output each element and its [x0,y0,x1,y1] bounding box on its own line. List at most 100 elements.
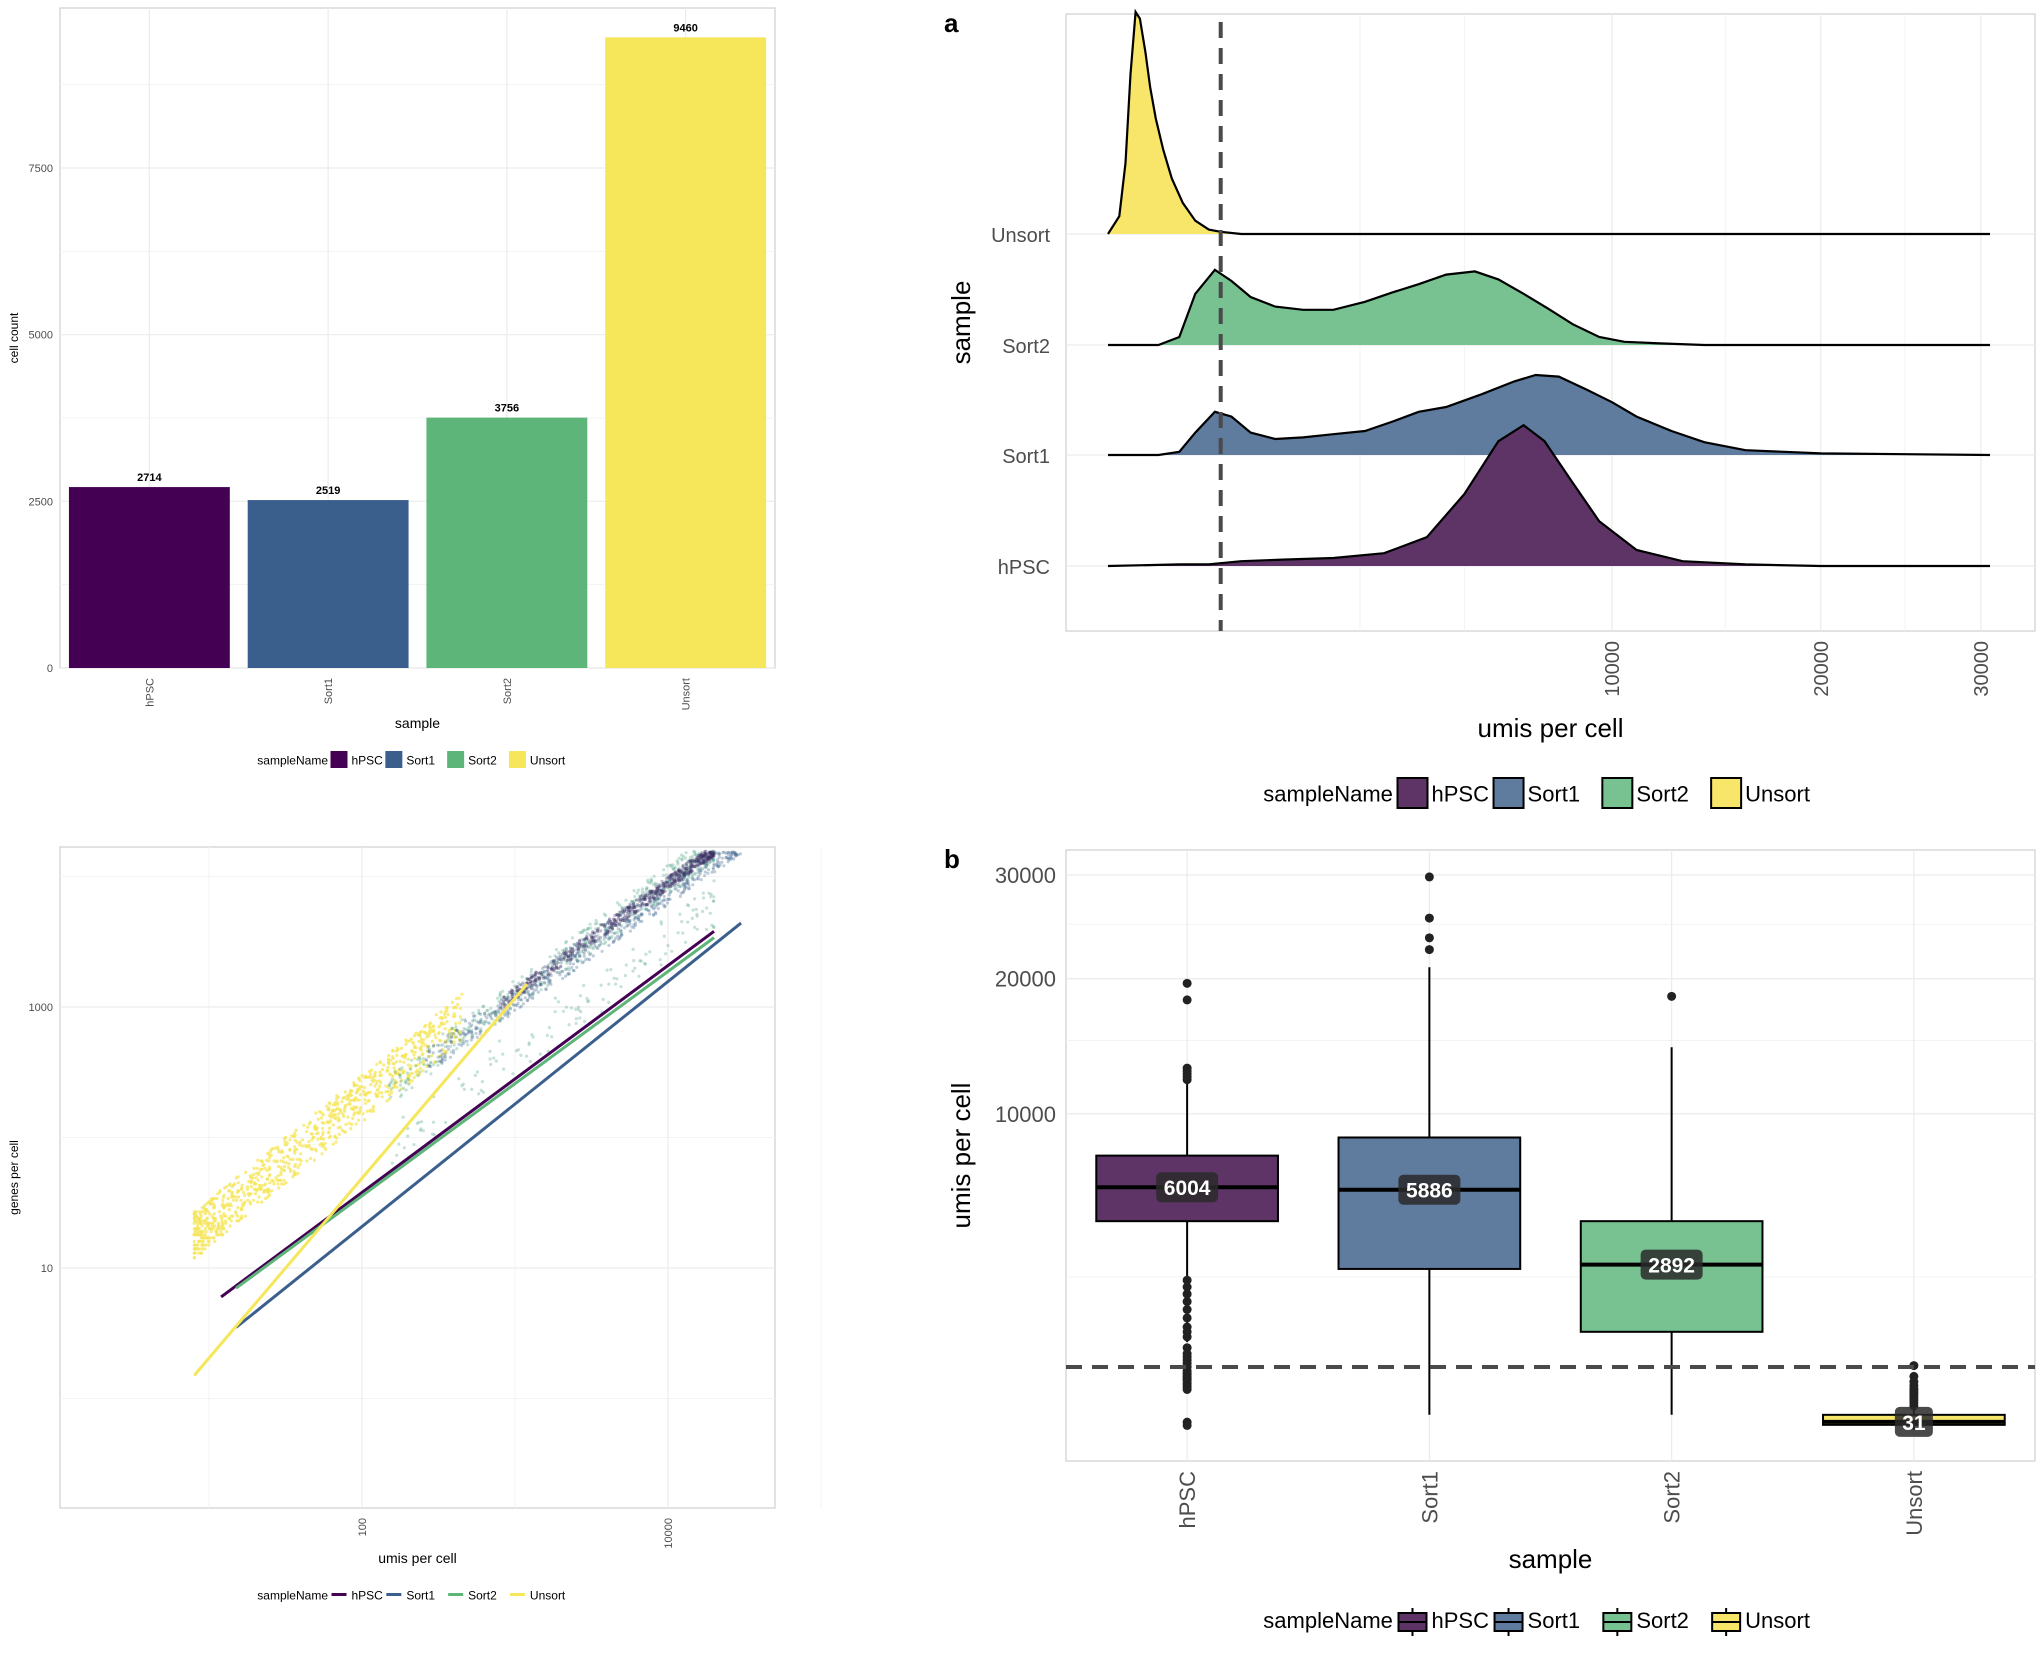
scatter-point-Sort2 [431,1132,435,1136]
scatter-point-Unsort [249,1202,253,1206]
legend: sampleName hPSC Sort1 Sort2 Unsort [257,751,566,768]
scatter-point-Unsort [395,1085,399,1089]
scatter-point-Sort2 [646,880,650,884]
scatter-point-Unsort [308,1156,313,1161]
scatter-point-Sort1 [549,982,553,987]
scatter-point-Sort2 [660,882,664,887]
scatter-point-Sort2 [636,888,641,892]
scatter-point-Unsort [316,1137,320,1141]
scatter-point-Sort1 [636,917,640,921]
scatter-point-Sort2 [492,1056,496,1060]
scatter-point-Sort1 [606,929,610,933]
scatter-point-Unsort [196,1239,201,1243]
scatter-point-Sort1 [619,924,623,928]
legend-label-Sort1: Sort1 [406,753,435,767]
ridge-fill-hPSC [1108,425,1990,566]
scatter-point-Sort1 [554,955,559,960]
scatter-point-hPSC [533,978,538,982]
scatter-point-Unsort [224,1185,228,1189]
scatter-point-Sort2 [699,852,703,857]
scatter-point-Sort2 [485,1009,489,1013]
scatter-point-Sort2 [530,967,534,971]
scatter-point-Sort1 [558,973,562,977]
scatter-point-Unsort [320,1127,325,1131]
scatter-point-Sort1 [428,1050,432,1054]
scatter-point-Sort1 [584,944,588,948]
scatter-point-hPSC [676,878,680,883]
scatter-point-hPSC [696,860,701,864]
scatter-point-Unsort [340,1128,344,1132]
scatter-point-Unsort [343,1105,347,1109]
scatter-point-Unsort [278,1178,282,1182]
scatter-point-Sort2 [502,995,506,999]
scatter-point-Sort2 [540,972,544,977]
scatter-point-hPSC [596,926,600,931]
scatter-point-Sort1 [511,994,515,998]
scatter-point-Unsort [236,1219,240,1223]
scatter-point-Sort2 [693,872,697,876]
scatter-point-Sort2 [697,851,701,856]
scatter-point-hPSC [654,889,658,893]
scatter-point-Sort1 [519,1004,523,1008]
scatter-point-Sort1 [541,966,545,970]
scatter-point-Sort2 [579,1010,583,1014]
scatter-point-Unsort [367,1098,371,1103]
scatter-point-Sort1 [700,867,705,871]
scatter-point-hPSC [526,977,530,982]
scatter-point-hPSC [701,858,705,862]
scatter-point-Unsort [248,1174,252,1178]
scatter-point-Sort1 [575,965,579,969]
scatter-point-Sort2 [681,854,686,859]
scatter-point-Sort2 [607,982,611,986]
scatter-point-Sort2 [704,862,709,866]
scatter-point-Sort2 [539,988,543,992]
legend: sampleName hPSC Sort1 Sort2 Unsort [1263,777,1810,809]
scatter-point-Sort2 [519,1053,523,1057]
scatter-point-Sort2 [682,881,686,885]
scatter-point-hPSC [529,975,534,980]
scatter-point-Sort1 [684,872,688,877]
scatter-point-hPSC [698,862,703,866]
scatter-point-hPSC [711,854,715,858]
scatter-point-Sort1 [698,860,702,865]
scatter-point-Sort1 [494,1013,498,1017]
scatter-point-hPSC [592,931,596,935]
scatter-point-Unsort [259,1167,263,1171]
scatter-point-hPSC [532,979,536,983]
scatter-point-hPSC [701,861,705,865]
scatter-point-Sort2 [576,1005,581,1009]
scatter-point-Unsort [371,1104,376,1108]
scatter-point-Sort2 [576,960,580,964]
scatter-point-Unsort [214,1230,218,1234]
scatter-point-Unsort [236,1189,241,1193]
scatter-point-Sort2 [524,990,528,994]
scatter-point-Sort2 [633,910,637,914]
scatter-point-Sort1 [657,896,661,901]
scatter-point-Sort1 [505,1013,509,1017]
scatter-point-Unsort [254,1176,258,1180]
scatter-point-Unsort [362,1089,366,1093]
scatter-point-Sort2 [553,954,557,958]
scatter-point-hPSC [615,913,620,917]
scatter-point-Sort2 [585,928,589,932]
scatter-point-hPSC [689,869,693,873]
scatter-point-hPSC [510,989,514,993]
scatter-point-Unsort [217,1233,221,1237]
scatter-point-Sort2 [687,875,691,879]
scatter-point-hPSC [625,917,629,921]
scatter-point-hPSC [661,885,665,889]
scatter-point-Sort1 [706,868,711,872]
scatter-point-hPSC [689,869,693,873]
scatter-point-hPSC [654,891,658,895]
scatter-point-Unsort [206,1210,210,1214]
scatter-point-Sort2 [545,1033,550,1037]
scatter-point-Unsort [387,1062,391,1066]
outlier-point-hPSC [1182,1417,1192,1427]
scatter-point-Sort1 [445,1044,450,1048]
scatter-point-hPSC [625,905,629,909]
scatter-point-Sort1 [527,996,532,1000]
scatter-point-Unsort [412,1053,416,1057]
scatter-point-Unsort [234,1210,238,1214]
scatter-point-Sort2 [695,912,699,916]
scatter-point-Sort1 [628,909,633,913]
